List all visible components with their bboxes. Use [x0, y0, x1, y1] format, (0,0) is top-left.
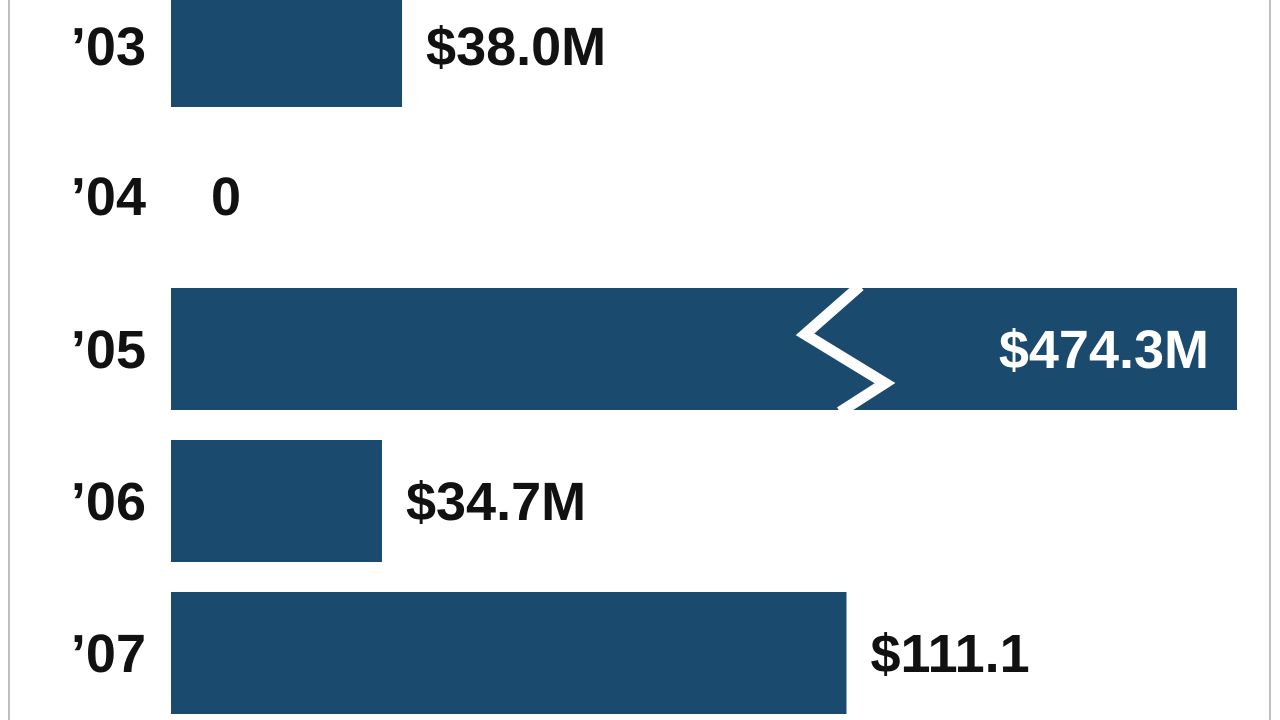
axis-break-mark: [795, 281, 896, 417]
category-label: ’04: [71, 167, 146, 227]
bar: [171, 440, 382, 562]
data-label: $38.0M: [426, 17, 606, 77]
bar: [171, 592, 847, 714]
bar: [171, 0, 403, 107]
category-label: ’06: [71, 472, 146, 532]
category-label: ’07: [71, 624, 146, 684]
data-label: $474.3M: [999, 320, 1209, 380]
data-label: $34.7M: [406, 472, 586, 532]
data-label: $111.1: [870, 624, 1029, 684]
bar: [171, 288, 1237, 410]
category-label: ’03: [71, 17, 146, 77]
data-label: 0: [211, 167, 241, 227]
category-label: ’05: [71, 320, 146, 380]
